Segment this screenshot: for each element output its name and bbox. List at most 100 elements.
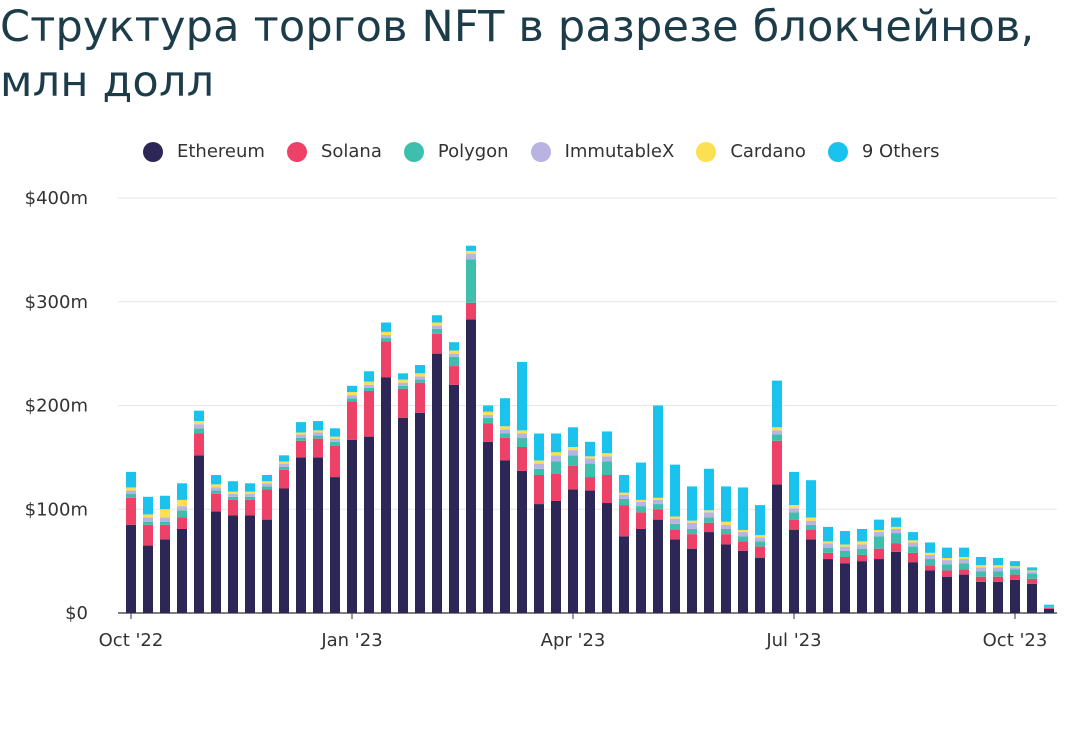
y-tick-label: $300m <box>25 292 88 313</box>
bar-segment-ethereum <box>959 574 969 613</box>
bar-stack <box>1027 567 1037 613</box>
bar-segment-ethereum <box>1010 579 1020 613</box>
bar-segment-cardano <box>160 509 170 518</box>
bar-segment-9-others <box>364 371 374 382</box>
legend-swatch-immutablex <box>530 141 551 162</box>
bar-segment-polygon <box>364 387 374 391</box>
bar-stack <box>364 371 374 613</box>
bar-segment-cardano <box>296 432 306 435</box>
bar-segment-polygon <box>1027 573 1037 579</box>
bar-segment-cardano <box>840 544 850 547</box>
bar-segment-ethereum <box>891 551 901 613</box>
bar-stack <box>738 487 748 613</box>
bar-segment-polygon <box>194 428 204 434</box>
bar-segment-cardano <box>415 373 425 377</box>
bar-segment-solana <box>262 489 272 520</box>
bar-stack <box>177 483 187 613</box>
bar-stack <box>772 380 782 613</box>
bar-segment-immutablex <box>228 493 238 497</box>
bar-segment-polygon <box>279 466 289 470</box>
bar-stack <box>687 486 697 613</box>
bar-segment-ethereum <box>245 515 255 613</box>
bar-segment-immutablex <box>194 424 204 429</box>
bar-stack <box>381 322 391 613</box>
bar-stack <box>551 433 561 613</box>
bar-segment-cardano <box>806 517 816 521</box>
bar-segment-ethereum <box>670 539 680 613</box>
bar-segment-immutablex <box>364 384 374 388</box>
bar-segment-ethereum <box>415 412 425 613</box>
bar-segment-solana <box>687 534 697 549</box>
bar-segment-immutablex <box>500 429 510 434</box>
bar-segment-polygon <box>619 498 629 506</box>
legend-swatch-ethereum <box>143 141 163 162</box>
bar-stack <box>245 483 255 613</box>
bar-segment-immutablex <box>925 554 935 560</box>
bar-segment-immutablex <box>279 463 289 467</box>
bar-stack <box>262 475 272 613</box>
bar-stack <box>228 481 238 613</box>
bar-segment-ethereum <box>330 477 340 613</box>
legend-item-ethereum: Ethereum <box>143 141 265 162</box>
bar-stack <box>415 365 425 613</box>
bar-segment-solana <box>993 576 1003 582</box>
bar-segment-immutablex <box>483 414 493 418</box>
bar-segment-9-others <box>755 505 765 536</box>
bar-segment-cardano <box>381 331 391 335</box>
bar-segment-ethereum <box>721 544 731 613</box>
bar-segment-solana <box>942 570 952 577</box>
bar-segment-immutablex <box>534 463 544 469</box>
y-tick-label: $400m <box>25 188 88 209</box>
bar-segment-solana <box>483 423 493 442</box>
bar-stacks <box>126 245 1054 613</box>
bar-segment-9-others <box>976 556 986 566</box>
bar-segment-polygon <box>925 559 935 566</box>
bar-segment-9-others <box>381 322 391 332</box>
bar-segment-immutablex <box>330 438 340 442</box>
bar-segment-polygon <box>551 461 561 474</box>
bar-segment-polygon <box>228 496 238 500</box>
bar-segment-cardano <box>619 492 629 495</box>
bar-segment-immutablex <box>296 434 306 438</box>
legend-swatch-others <box>827 141 848 162</box>
bar-segment-immutablex <box>789 508 799 513</box>
bar-segment-cardano <box>211 484 221 488</box>
bar-segment-polygon <box>789 512 799 520</box>
bar-segment-ethereum <box>789 530 799 613</box>
bar-segment-polygon <box>517 437 527 447</box>
bar-segment-cardano <box>857 541 867 545</box>
bar-segment-solana <box>772 440 782 485</box>
bar-stack <box>398 373 408 613</box>
bar-segment-solana <box>704 522 714 533</box>
bar-segment-9-others <box>347 385 357 393</box>
bar-stack <box>1010 561 1020 613</box>
bar-segment-immutablex <box>245 493 255 497</box>
bar-segment-immutablex <box>993 567 1003 572</box>
bar-segment-cardano <box>942 558 952 561</box>
bar-segment-9-others <box>687 486 697 521</box>
x-tick-label: Jul '23 <box>765 630 821 651</box>
bar-segment-solana <box>279 469 289 489</box>
bar-segment-cardano <box>653 497 663 500</box>
bar-segment-solana <box>823 552 833 560</box>
bar-segment-solana <box>296 440 306 458</box>
bar-segment-polygon <box>330 441 340 446</box>
bar-segment-9-others <box>228 481 238 492</box>
bar-segment-solana <box>1010 574 1020 580</box>
bar-segment-polygon <box>636 506 646 513</box>
bar-segment-9-others <box>466 245 476 251</box>
bar-stack <box>959 547 969 613</box>
bar-segment-immutablex <box>738 532 748 537</box>
bar-segment-ethereum <box>177 528 187 613</box>
bar-segment-cardano <box>738 530 748 533</box>
bar-segment-ethereum <box>993 581 1003 613</box>
bar-stack <box>755 505 765 613</box>
bar-segment-cardano <box>126 487 136 491</box>
bar-segment-solana <box>636 512 646 529</box>
bar-segment-polygon <box>840 550 850 557</box>
bar-segment-immutablex <box>619 494 629 499</box>
bar-segment-9-others <box>619 475 629 493</box>
bar-segment-9-others <box>925 542 935 553</box>
bar-segment-ethereum <box>653 519 663 613</box>
bar-segment-immutablex <box>160 517 170 522</box>
